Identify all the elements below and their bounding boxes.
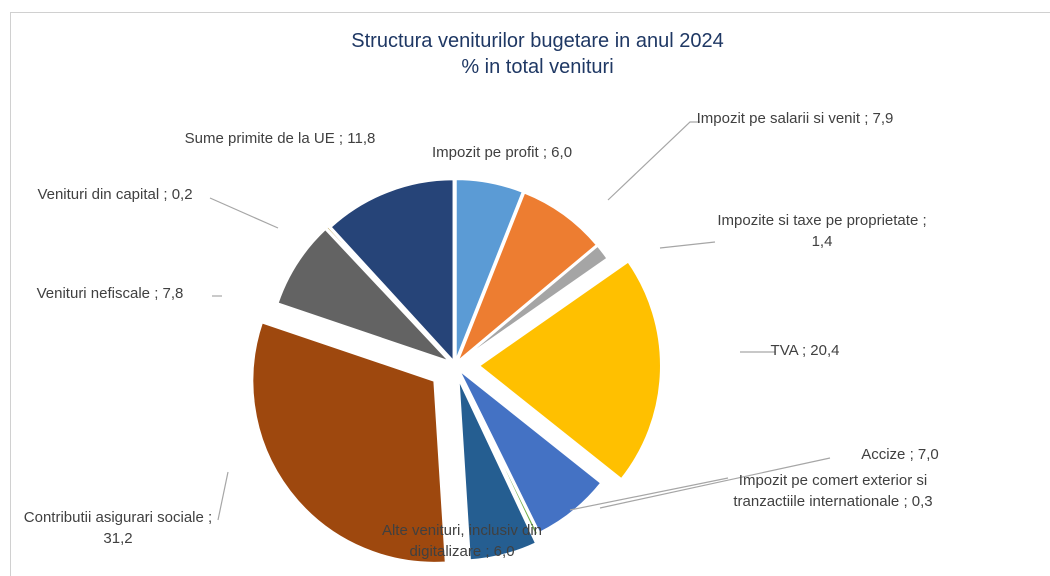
pie-slice bbox=[454, 178, 525, 362]
chart-subtitle: % in total venituri bbox=[461, 56, 614, 78]
data-label: Venituri din capital ; 0,2 bbox=[10, 184, 220, 205]
data-label: TVA ; 20,4 bbox=[745, 340, 865, 361]
chart-title: Structura veniturilor bugetare in anul 2… bbox=[351, 30, 724, 52]
pie-slice bbox=[251, 321, 447, 564]
value-label: ; 6,0 bbox=[542, 144, 573, 161]
pie-slice bbox=[324, 224, 452, 362]
data-label: Alte venituri, inclusiv din digitalizare… bbox=[372, 520, 552, 562]
value-label: ; 11,8 bbox=[338, 130, 376, 147]
category-label: Venituri din capital bbox=[37, 186, 160, 203]
value-label: ; 7,0 bbox=[909, 446, 939, 463]
frame bbox=[10, 12, 1050, 576]
value-label: ; 20,4 bbox=[801, 342, 840, 359]
value-label: ; 7,8 bbox=[154, 285, 184, 302]
data-label: Impozit pe profit ; 6,0 bbox=[412, 142, 592, 163]
leader-line bbox=[599, 457, 831, 509]
value-label: ; 0,3 bbox=[903, 493, 933, 510]
value-label: ; 31,2 bbox=[103, 509, 213, 547]
value-label: ; 1,4 bbox=[811, 212, 927, 250]
category-label: Impozite si taxe pe proprietate bbox=[717, 212, 919, 229]
value-label: ; 0,2 bbox=[163, 186, 193, 203]
category-label: Accize bbox=[861, 446, 906, 463]
category-label: Impozit pe salarii si venit bbox=[696, 110, 861, 127]
category-label: Sume primite de la UE bbox=[184, 130, 335, 147]
data-label: Impozit pe salarii si venit ; 7,9 bbox=[690, 108, 900, 129]
value-label: ; 7,9 bbox=[864, 110, 894, 127]
data-label: Impozit pe comert exterior si tranzactii… bbox=[728, 470, 938, 512]
value-label: ; 6,0 bbox=[485, 543, 515, 560]
data-label: Sume primite de la UE ; 11,8 bbox=[175, 128, 385, 149]
pie-slice bbox=[477, 260, 662, 481]
leader-line bbox=[209, 197, 279, 229]
category-label: Impozit pe profit bbox=[431, 144, 539, 161]
data-label: Venituri nefiscale ; 7,8 bbox=[5, 283, 215, 304]
category-label: Impozit pe comert exterior si tranzactii… bbox=[733, 472, 928, 510]
pie-slice bbox=[457, 378, 538, 562]
pie-slice bbox=[457, 244, 609, 364]
pie-slice bbox=[276, 227, 451, 363]
category-label: Contributii asigurari sociale bbox=[23, 509, 204, 526]
leader-line bbox=[659, 241, 716, 249]
title-block: Structura veniturilor bugetare in anul 2… bbox=[0, 28, 1050, 80]
category-label: Venituri nefiscale bbox=[36, 285, 151, 302]
pie-slice bbox=[456, 191, 599, 363]
pie-slice bbox=[457, 368, 603, 535]
category-label: Alte venituri, inclusiv din digitalizare bbox=[381, 522, 543, 560]
leader-line bbox=[607, 121, 700, 201]
data-label: Accize ; 7,0 bbox=[825, 444, 975, 465]
pie-slice bbox=[456, 369, 540, 537]
leader-line bbox=[217, 471, 229, 521]
data-label: Contributii asigurari sociale ; 31,2 bbox=[8, 507, 228, 549]
data-label: Impozite si taxe pe proprietate ; 1,4 bbox=[712, 210, 932, 252]
leader-line bbox=[569, 477, 729, 511]
category-label: TVA bbox=[770, 342, 798, 359]
pie-slice bbox=[329, 178, 455, 364]
